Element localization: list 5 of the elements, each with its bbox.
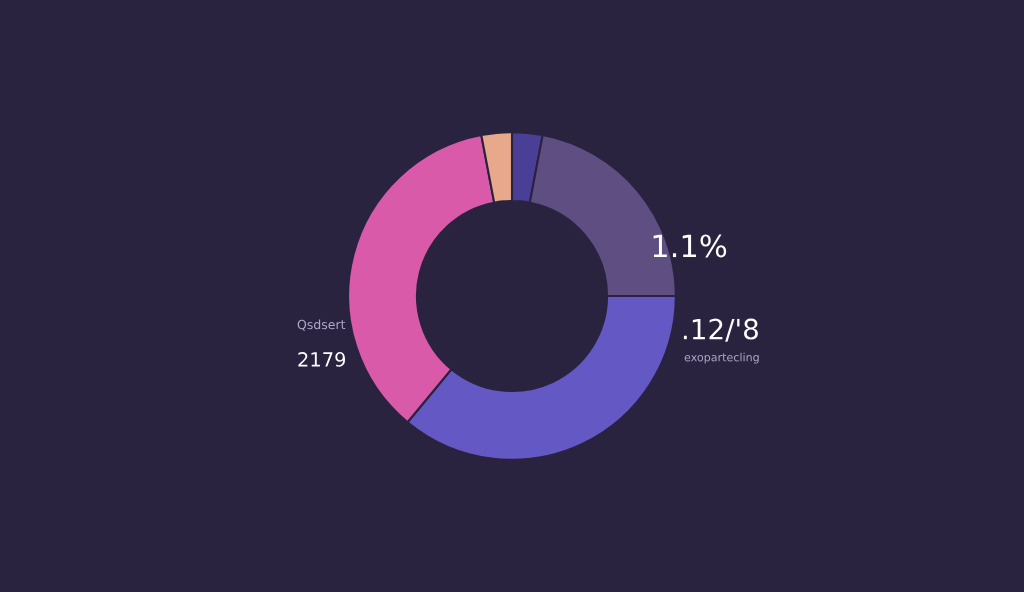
text: Qsdsert (297, 319, 346, 331)
text: 1.1% (653, 234, 727, 258)
text: .12/'8 (683, 318, 758, 342)
text: exopartecling (684, 352, 759, 364)
text: 2179 (298, 352, 346, 367)
